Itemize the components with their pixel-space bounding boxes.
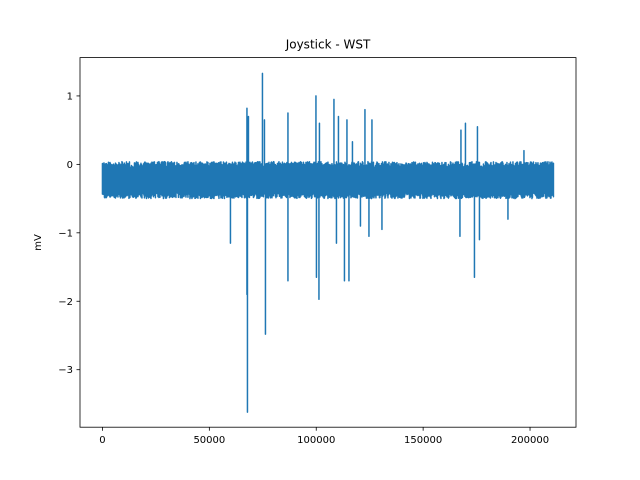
x-tick-label: 200000 bbox=[511, 435, 549, 446]
y-axis-ticks: −3 −2 −1 0 1 bbox=[58, 91, 80, 376]
y-tick-label: 0 bbox=[67, 160, 73, 171]
x-tick-label: 0 bbox=[99, 435, 105, 446]
y-tick-label: −2 bbox=[58, 297, 73, 308]
y-tick-label: 1 bbox=[67, 91, 73, 102]
x-tick-label: 150000 bbox=[404, 435, 442, 446]
chart-title: Joystick - WST bbox=[285, 38, 371, 52]
y-tick-label: −1 bbox=[58, 228, 73, 239]
axes-frame bbox=[79, 57, 577, 428]
x-tick-label: 50000 bbox=[193, 435, 225, 446]
y-tick-label: −3 bbox=[58, 365, 73, 376]
signal-series-line bbox=[101, 72, 555, 413]
y-axis-label: mV bbox=[33, 234, 44, 251]
x-tick-label: 100000 bbox=[297, 435, 335, 446]
plot-area bbox=[101, 72, 555, 413]
x-axis-ticks: 0 50000 100000 150000 200000 bbox=[99, 427, 549, 446]
